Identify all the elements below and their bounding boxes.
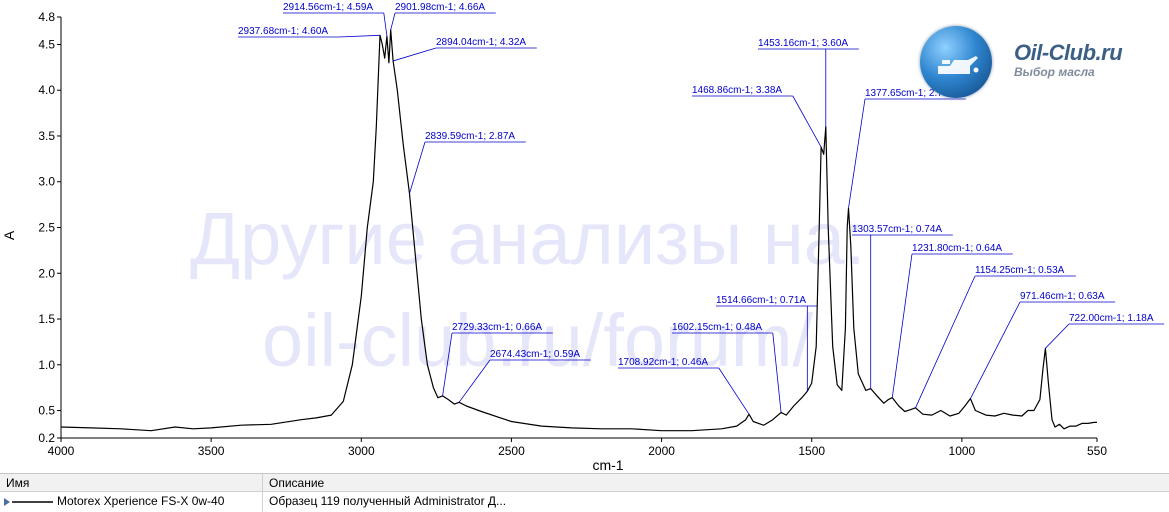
peak-annotation-leader [458, 359, 491, 403]
y-tick-label: 4.5 [38, 37, 55, 51]
y-tick-label: 3.0 [38, 175, 55, 189]
oil-club-logo: Oil-Club.ru Выбор масла [918, 26, 1168, 104]
peak-annotation-label: 2937.68cm-1; 4.60A [238, 26, 328, 37]
legend-header: Имя Описание [0, 474, 1169, 492]
chart-svg: 0.2 0.5 1.0 1.5 2.0 2.5 3.0 3.5 4.0 4.5 4.8 4000 350… [1, 2, 1165, 472]
oil-can-icon [920, 26, 992, 98]
spectrum-line [60, 29, 1097, 432]
peak-annotation-label: 1231.80cm-1; 0.64A [912, 243, 1002, 254]
peak-annotation-label: 1468.86cm-1; 3.38A [692, 85, 782, 96]
peak-annotation-leader [915, 275, 976, 408]
logo-subtitle: Выбор масла [1014, 65, 1095, 79]
y-tick-label: 2.5 [38, 221, 55, 235]
x-tick-label: 3500 [198, 444, 225, 458]
y-tick-label: 4.0 [38, 83, 55, 97]
peak-annotation-label: 971.46cm-1; 0.63A [1020, 291, 1105, 302]
y-tick-label: 0.5 [38, 404, 55, 418]
x-axis-label: cm-1 [592, 457, 623, 472]
peak-annotation-leader [390, 12, 396, 30]
y-tick-label: 0.2 [38, 431, 55, 445]
column-header-description[interactable]: Описание [269, 476, 325, 490]
peak-annotation-label: 2901.98cm-1; 4.66A [395, 2, 485, 13]
peak-annotation-label: 1602.15cm-1; 0.48A [672, 322, 762, 333]
column-header-name[interactable]: Имя [6, 476, 30, 490]
legend-table: Имя Описание Motorex Xperience FS-X 0w-4… [0, 473, 1169, 512]
y-tick-label: 2.0 [38, 266, 55, 280]
x-tick-label: 1500 [798, 444, 825, 458]
peak-annotation-label: 1708.92cm-1; 0.46A [618, 357, 708, 368]
peak-annotation-leader [392, 47, 437, 62]
peak-annotation-leader [848, 98, 866, 209]
peak-annotation-leader [891, 253, 913, 398]
column-divider[interactable] [262, 474, 263, 512]
peak-annotation-leader [409, 141, 426, 194]
x-tick-label: 1000 [949, 444, 976, 458]
peak-annotation-label: 1303.57cm-1; 0.74A [852, 224, 942, 235]
peak-annotation-label: 2914.56cm-1; 4.59A [283, 2, 373, 13]
y-tick-label: 4.8 [38, 10, 55, 24]
peak-annotation-label: 2839.59cm-1; 2.87A [425, 131, 515, 142]
series-name: Motorex Xperience FS-X 0w-40 [57, 494, 225, 508]
peak-annotation-leader [442, 332, 453, 396]
peak-annotation-leader [383, 12, 388, 37]
peak-annotation-label: 1514.66cm-1; 0.71A [716, 295, 806, 306]
table-row[interactable]: Motorex Xperience FS-X 0w-40 Образец 119… [0, 492, 1169, 512]
peak-annotation-label: 722.00cm-1; 1.18A [1069, 313, 1154, 324]
y-tick-label: 1.5 [38, 312, 55, 326]
x-tick-label: 3000 [348, 444, 375, 458]
peak-annotation-label: 1453.16cm-1; 3.60A [758, 38, 848, 49]
x-tick-label: 550 [1087, 444, 1107, 458]
x-tick-label: 4000 [48, 444, 75, 458]
series-description: Образец 119 полученный Administrator Д..… [269, 494, 507, 508]
peak-annotation-leader [772, 332, 782, 413]
peak-annotation-label: 2894.04cm-1; 4.32A [436, 37, 526, 48]
logo-title: Oil-Club.ru [1014, 40, 1123, 65]
y-tick-label: 1.0 [38, 358, 55, 372]
peak-annotation-leader [718, 367, 750, 415]
peak-annotation-label: 2729.33cm-1; 0.66A [452, 322, 542, 333]
peak-annotation-leader [792, 95, 822, 148]
peak-annotation-leader [970, 301, 1021, 399]
x-tick-label: 2000 [648, 444, 675, 458]
series-line-icon [4, 498, 53, 506]
x-tick-label: 2500 [498, 444, 525, 458]
peak-annotation-leader [338, 34, 381, 38]
y-axis-label: A [1, 230, 17, 240]
peak-annotation-label: 2674.43cm-1; 0.59A [490, 349, 580, 360]
peak-annotation-label: 1377.65cm-1; 2.71A [865, 88, 955, 99]
y-tick-label: 3.5 [38, 129, 55, 143]
peak-annotation-leader [1045, 323, 1070, 349]
peak-annotation-label: 1154.25cm-1; 0.53A [975, 265, 1065, 276]
